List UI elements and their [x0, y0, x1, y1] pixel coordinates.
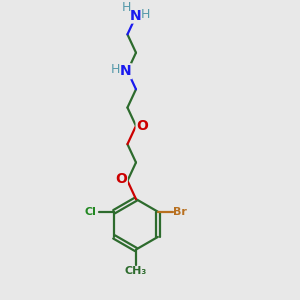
- Text: H: H: [111, 63, 120, 76]
- Text: H: H: [141, 8, 151, 21]
- Text: Cl: Cl: [85, 207, 97, 217]
- Text: N: N: [119, 64, 131, 78]
- Text: H: H: [122, 1, 131, 14]
- Text: N: N: [130, 8, 142, 22]
- Text: Br: Br: [173, 207, 187, 217]
- Text: O: O: [115, 172, 127, 186]
- Text: CH₃: CH₃: [125, 266, 147, 276]
- Text: O: O: [136, 119, 148, 133]
